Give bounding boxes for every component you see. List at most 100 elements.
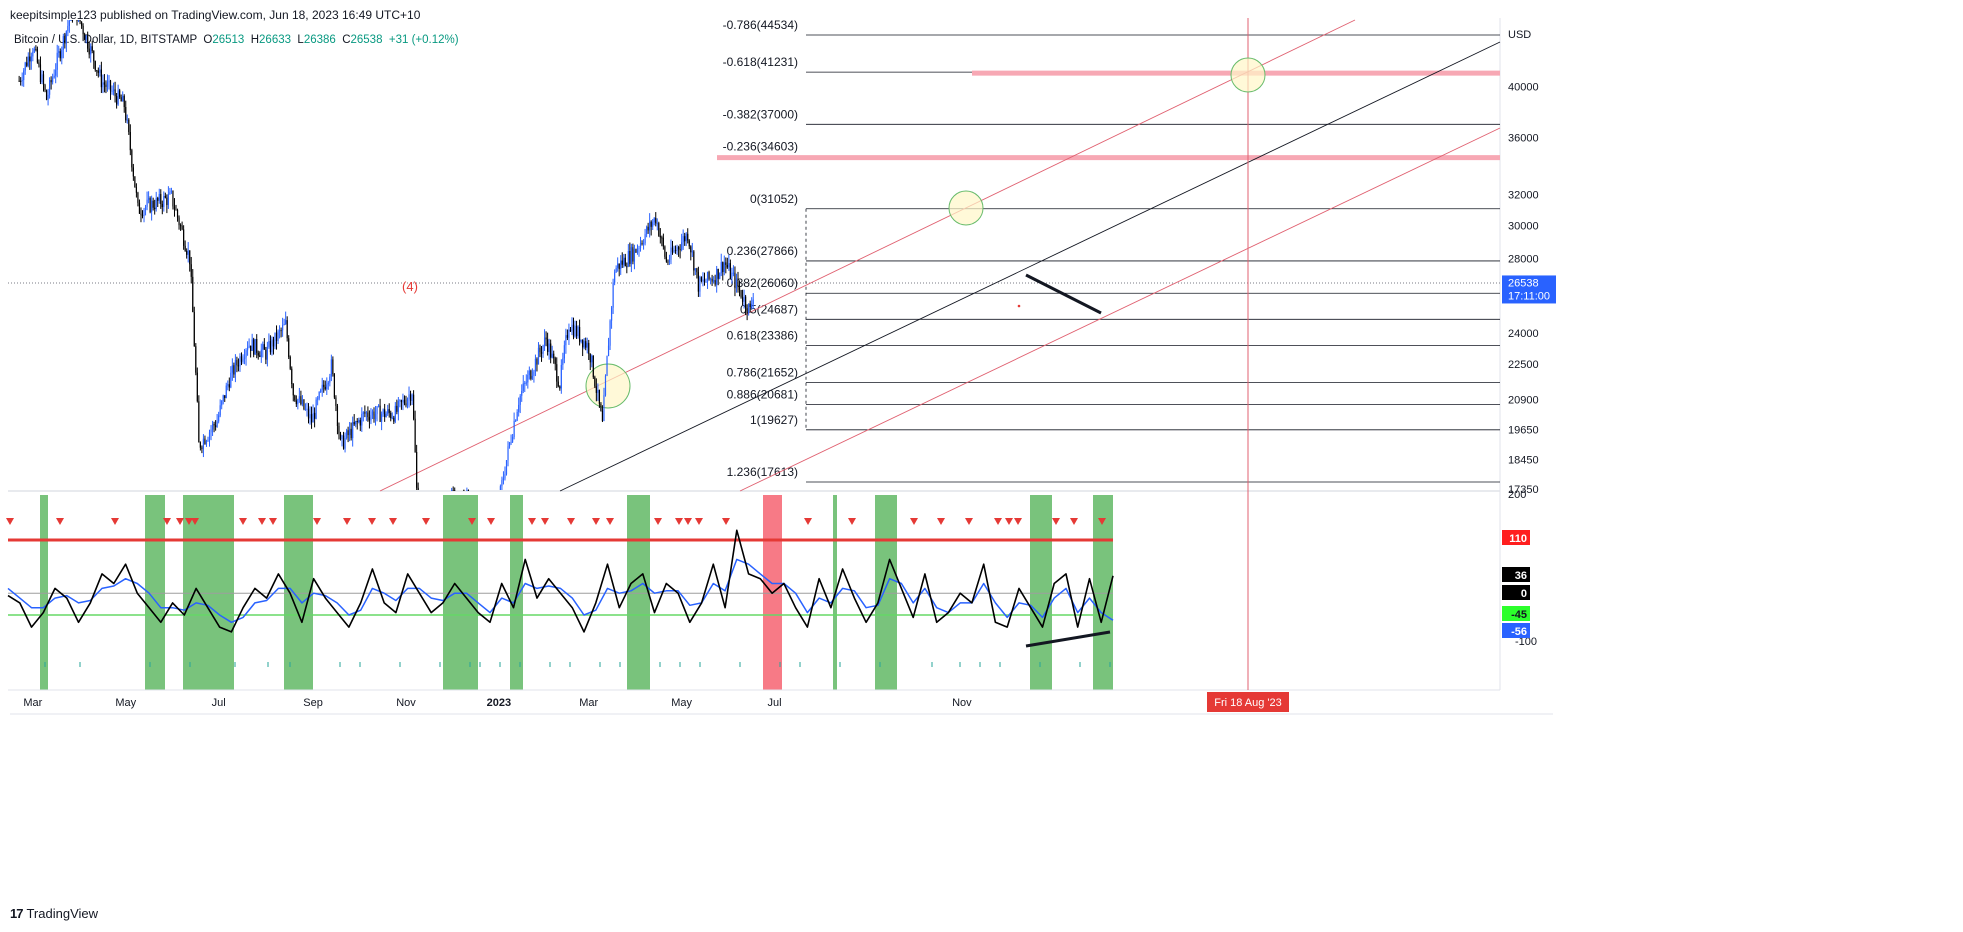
candle-body <box>315 399 317 419</box>
price-tick-label: 17350 <box>1508 484 1539 496</box>
signal-triangle <box>313 518 321 525</box>
candle-body <box>68 20 70 26</box>
candle-body <box>224 395 226 399</box>
candle-body <box>312 412 314 423</box>
candle-body <box>295 400 297 405</box>
candle-body <box>537 347 540 365</box>
candle-body <box>33 49 35 52</box>
open-value: 26513 <box>212 34 245 46</box>
candle-body <box>338 426 340 434</box>
footer-brand[interactable]: 17 TradingView <box>10 906 98 921</box>
candle-body <box>609 320 611 346</box>
candle-body <box>201 447 203 449</box>
candle-body <box>691 251 693 253</box>
candle-body <box>211 423 214 430</box>
candle-body <box>193 312 195 347</box>
candle-body <box>374 414 377 420</box>
candle-body <box>693 251 695 271</box>
candle-body <box>668 259 671 263</box>
signal-triangle <box>185 518 193 525</box>
candle-body <box>125 107 127 121</box>
candle-body <box>289 356 291 369</box>
candle-body <box>320 389 322 392</box>
candle-body <box>298 396 300 400</box>
candle-body <box>656 223 658 225</box>
signal-triangle <box>994 518 1002 525</box>
publish-info: keepitsimple123 published on TradingView… <box>10 8 421 22</box>
value-badge-text: -56 <box>1511 626 1527 638</box>
candle-body <box>527 375 529 383</box>
candle-body <box>154 207 156 210</box>
candle-body <box>349 428 351 436</box>
candle-body <box>84 34 86 40</box>
candle-body <box>42 74 45 86</box>
candle-body <box>636 248 639 253</box>
candle-body <box>166 197 168 206</box>
candle-body <box>61 49 63 59</box>
candle-body <box>381 414 383 422</box>
candle-body <box>106 82 109 87</box>
candle-body <box>345 430 348 438</box>
candle-body <box>277 331 279 342</box>
candle-body <box>728 263 730 268</box>
candle-body <box>222 395 224 401</box>
candle-body <box>70 20 72 21</box>
candle-body <box>111 91 113 93</box>
candle-body <box>274 332 276 347</box>
candle-body <box>743 296 745 302</box>
candle-body <box>231 365 233 373</box>
candle-body <box>282 325 284 331</box>
candle-body <box>184 245 186 251</box>
candle-body <box>688 240 690 247</box>
candle-body <box>390 412 392 419</box>
candle-body <box>87 35 89 49</box>
signal-zone-green <box>40 495 48 690</box>
brand-name: TradingView <box>26 906 99 921</box>
candle-body <box>215 425 217 427</box>
candle-body <box>568 329 570 338</box>
highlight-date-label: Fri 18 Aug '23 <box>1214 697 1282 709</box>
candle-body <box>694 268 696 271</box>
candle-body <box>534 358 537 372</box>
candle-body <box>504 474 506 479</box>
signal-triangle <box>1005 518 1013 525</box>
candle-body <box>265 349 267 360</box>
symbol-name[interactable]: Bitcoin / U.S. Dollar, 1D, BITSTAMP <box>14 34 197 46</box>
candle-body <box>176 209 179 218</box>
candle-body <box>626 266 628 268</box>
candle-body <box>225 385 227 399</box>
candle-body <box>646 226 648 235</box>
candle-body <box>48 80 51 95</box>
candle-body <box>126 119 128 121</box>
candle-body <box>716 268 718 285</box>
signal-triangle <box>848 518 856 525</box>
signal-triangle <box>606 518 614 525</box>
candle-body <box>382 409 384 415</box>
candle-body <box>726 264 728 268</box>
candle-body <box>661 237 663 239</box>
signal-triangle <box>684 518 692 525</box>
close-value: 26538 <box>350 34 383 46</box>
price-tick-label: 36000 <box>1508 133 1539 145</box>
candle-body <box>275 332 278 342</box>
candle-body <box>117 90 119 105</box>
candle-body <box>574 325 576 337</box>
candle-body <box>396 405 398 412</box>
candle-body <box>128 119 130 132</box>
candle-body <box>286 320 288 339</box>
candle-body <box>291 368 293 384</box>
candle-body <box>592 355 594 378</box>
candle-body <box>751 303 753 308</box>
candle-body <box>741 297 744 302</box>
candle-body <box>210 429 212 433</box>
candle-body <box>617 263 619 268</box>
last-price-value: 26538 <box>1508 277 1539 289</box>
candle-body <box>655 217 657 224</box>
tradingview-logo-icon: 17 <box>10 906 24 921</box>
candle-body <box>536 358 538 365</box>
candle-body <box>137 192 139 203</box>
candle-body <box>632 247 634 262</box>
signal-triangle <box>368 518 376 525</box>
candle-body <box>53 75 55 78</box>
